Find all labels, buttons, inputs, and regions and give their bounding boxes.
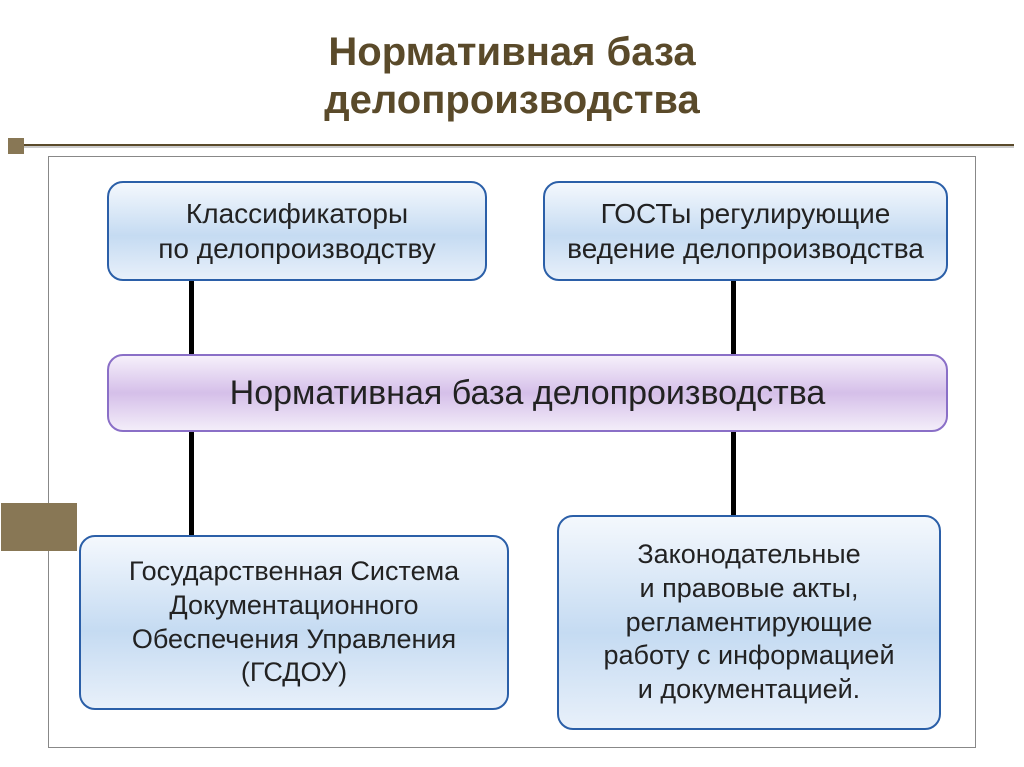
title-bullet-marker	[8, 138, 24, 154]
side-accent-bar	[1, 503, 77, 551]
title-area: Нормативная база делопроизводства	[0, 0, 1024, 124]
diagram-frame: Классификаторыпо делопроизводству ГОСТы …	[48, 156, 976, 748]
node-center: Нормативная база делопроизводства	[107, 354, 948, 432]
page-title: Нормативная база делопроизводства	[0, 28, 1024, 124]
connector-bottom-right	[731, 430, 736, 518]
connector-top-left	[189, 279, 194, 357]
node-gsdou: Государственная СистемаДокументационного…	[79, 535, 509, 710]
title-line-2: делопроизводства	[324, 78, 699, 122]
node-gosts-label: ГОСТы регулирующиеведение делопроизводст…	[567, 196, 924, 266]
node-gosts: ГОСТы регулирующиеведение делопроизводст…	[543, 181, 948, 281]
title-rule	[20, 144, 1014, 146]
node-center-label: Нормативная база делопроизводства	[230, 372, 826, 415]
node-classifiers: Классификаторыпо делопроизводству	[107, 181, 487, 281]
node-legal-acts: Законодательныеи правовые акты,регламент…	[557, 515, 941, 730]
connector-bottom-left	[189, 430, 194, 538]
node-legal-acts-label: Законодательныеи правовые акты,регламент…	[603, 538, 894, 707]
node-gsdou-label: Государственная СистемаДокументационного…	[129, 555, 459, 690]
node-classifiers-label: Классификаторыпо делопроизводству	[158, 196, 435, 266]
title-line-1: Нормативная база	[328, 30, 695, 74]
title-rule-shadow	[20, 146, 1014, 148]
connector-top-right	[731, 279, 736, 357]
